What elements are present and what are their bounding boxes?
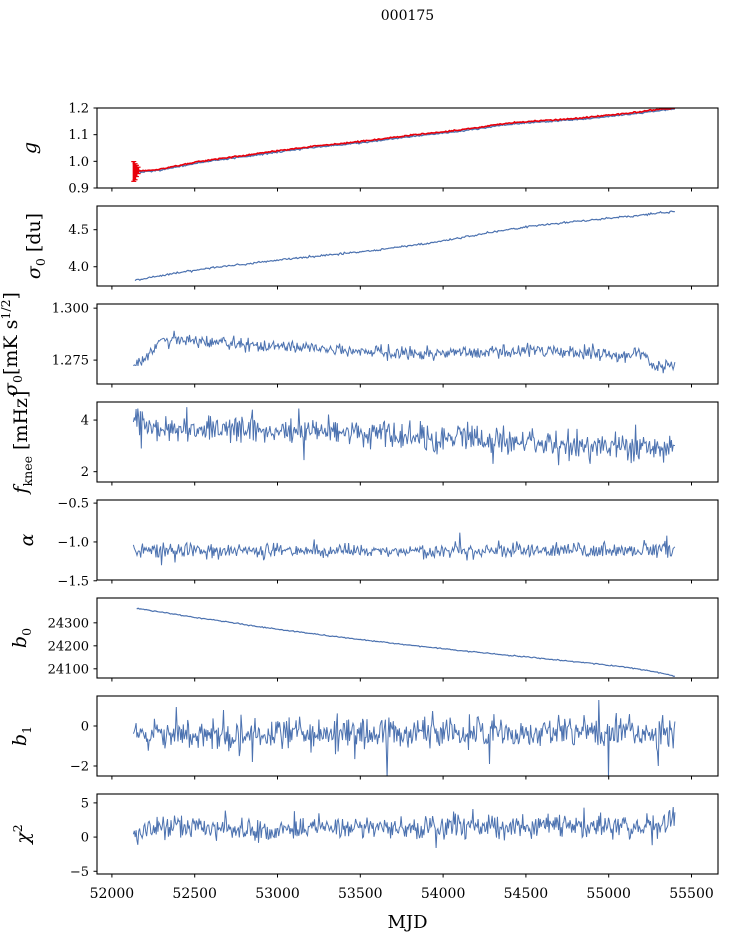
y-tick-label: 0 [81,720,89,735]
y-tick-label: 2 [81,465,89,480]
axes-spines [96,401,719,483]
x-axis-label: MJD [387,912,428,933]
y-tick-label: 5 [81,796,89,811]
axes-spines [96,597,719,679]
y-tick-label: 24200 [48,639,89,654]
series-b0 [136,607,675,678]
y-axis-label-f_knee: fknee [mHz] [10,391,35,496]
subplot-chi2: −5 0 5 52000 52500 53000 53500 54000 54500 55000 5… [10,793,719,902]
y-tick-label: 1.300 [52,302,89,317]
series-alpha [132,532,676,566]
y-tick-label: 4.5 [68,223,89,238]
x-tick-label: 53000 [255,886,300,902]
y-tick-label: −2 [70,760,89,775]
subplot-sigma0_mK: 1.275 1.300 σ0[mK s1/2] [0,292,719,396]
y-tick-label: 1.275 [52,354,89,369]
y-axis-label-chi2: χ2 [10,824,34,845]
y-axis-label-b0: b0 [9,628,34,648]
subplot-sigma0_du: 4.0 4.5 σ0 [du] [23,205,719,290]
axes-spines [96,303,719,385]
y-axis-label-sigma0_mK: σ0[mK s1/2] [0,292,25,396]
series-sigma0-mK [133,330,676,374]
y-tick-label: 0.9 [68,182,89,197]
subplot-b0: 24100 24200 24300 b0 [9,597,719,682]
y-tick-label: 24100 [48,662,89,677]
y-axis-label-b1: b1 [9,726,34,746]
x-tick-label: 54000 [421,886,466,902]
y-tick-label: 0 [81,831,89,846]
series-sigma0-du [134,210,675,282]
y-tick-label: 1.1 [68,128,89,143]
y-axis-label-alpha: α [16,533,38,546]
x-tick-label: 52500 [172,886,217,902]
y-tick-label: 24300 [48,616,89,631]
series-g-red [133,108,676,172]
x-tick-label: 55500 [669,886,714,902]
axes-spines [96,499,719,581]
x-tick-label: 55000 [586,886,631,902]
axes-spines [96,107,719,189]
subplot-alpha: −0.5 −1.0 −1.5 α [16,497,719,589]
series-g-blue [133,108,675,174]
axes-spines [96,205,719,287]
y-tick-label: −0.5 [57,497,89,512]
y-tick-label: −1.0 [57,535,89,550]
subplot-f_knee: 2 4 fknee [mHz] [10,391,719,496]
y-tick-label: 1.2 [68,102,89,117]
x-tick-label: 54500 [504,886,549,902]
figure-title: 000175 [380,8,435,24]
y-tick-label: 1.0 [68,155,89,170]
series-f-knee [132,407,675,466]
x-tick-label: 52000 [90,886,135,902]
y-axis-label-sigma0_du: σ0 [du] [23,213,48,279]
y-tick-label: 4 [81,414,89,429]
x-tick-label: 53500 [338,886,383,902]
subplot-g: 0.9 1.0 1.1 1.2 g [19,102,719,197]
axes-spines [96,793,719,875]
subplot-b1: −2 0 b1 [9,695,719,780]
axes-spines [96,695,719,777]
y-tick-label: −5 [70,865,89,880]
y-tick-label: −1.5 [57,574,89,589]
series-b1 [132,699,676,776]
y-axis-label-g: g [19,142,41,154]
y-tick-label: 4.0 [68,260,89,275]
series-chi2 [132,806,676,849]
